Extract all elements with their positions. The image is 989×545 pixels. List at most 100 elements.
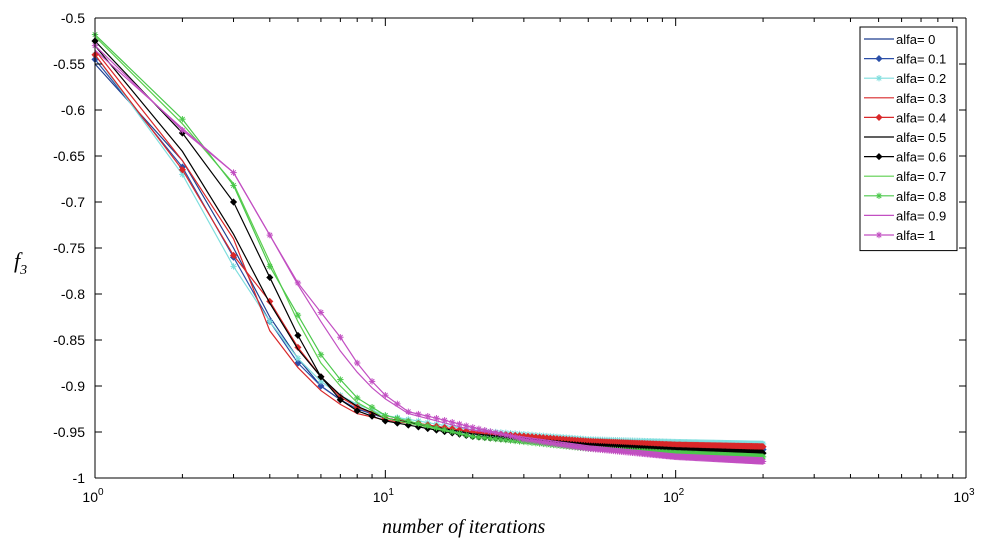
star-stroke xyxy=(267,232,273,238)
data-point xyxy=(230,263,237,270)
star-stroke xyxy=(456,430,463,436)
star-stroke xyxy=(425,413,431,419)
legend-entry: alfa= 0.5 xyxy=(864,130,946,145)
star-stroke xyxy=(318,352,324,358)
y-tick-label: -0.9 xyxy=(61,378,85,394)
star-stroke xyxy=(295,280,301,286)
legend-marker xyxy=(875,231,883,239)
star-stroke xyxy=(470,424,476,430)
star-stroke xyxy=(470,434,476,440)
legend-entry: alfa= 0 xyxy=(864,32,935,47)
y-tick-label: -0.95 xyxy=(53,424,85,440)
data-point xyxy=(294,355,302,362)
data-point xyxy=(487,428,494,435)
data-point xyxy=(266,231,273,239)
data-point xyxy=(524,436,532,444)
star-stroke xyxy=(394,401,400,407)
star-stroke xyxy=(498,431,504,437)
star-stroke xyxy=(337,334,343,340)
data-point xyxy=(230,169,237,176)
star-stroke xyxy=(382,412,388,419)
legend-marker xyxy=(875,55,883,63)
x-tick-label: 102 xyxy=(663,487,685,505)
legend-marker xyxy=(875,75,883,82)
legend-label: alfa= 0.9 xyxy=(896,208,946,223)
data-point xyxy=(497,430,505,438)
data-point xyxy=(382,412,389,419)
legend: alfa= 0 alfa= 0.1 alfa= 0.2 alfa= 0.3 alfa= … xyxy=(859,26,958,252)
legend-entry: alfa= 0.6 xyxy=(864,150,946,165)
data-point xyxy=(179,116,186,123)
data-point xyxy=(353,394,361,402)
data-point xyxy=(456,420,463,428)
star-stroke xyxy=(425,423,431,429)
data-point xyxy=(394,415,401,422)
data-point xyxy=(368,412,376,420)
legend-label: alfa= 0.2 xyxy=(896,71,946,86)
y-tick-label: -0.8 xyxy=(61,286,85,302)
legend-label: alfa= 0.1 xyxy=(896,52,946,67)
legend-entry: alfa= 0.8 xyxy=(864,189,946,204)
star-stroke xyxy=(503,437,509,443)
legend-entry: alfa= 0.4 xyxy=(864,110,946,125)
data-point xyxy=(266,318,273,325)
legend-entry: alfa= 0.3 xyxy=(864,91,946,106)
legend-label: alfa= 0.3 xyxy=(896,91,946,106)
star-stroke xyxy=(433,415,440,421)
star-stroke xyxy=(525,437,531,443)
star-stroke xyxy=(415,420,422,427)
data-point xyxy=(507,433,514,440)
star-stroke xyxy=(230,182,237,189)
star-stroke xyxy=(337,376,343,383)
data-point xyxy=(337,334,344,341)
legend-entry: alfa= 0.2 xyxy=(864,71,946,86)
data-point xyxy=(449,428,456,435)
y-tick-label: -0.55 xyxy=(53,56,85,72)
data-point xyxy=(441,426,448,433)
data-point xyxy=(317,309,325,316)
y-tick-label: -0.65 xyxy=(53,148,85,164)
star-stroke xyxy=(507,433,514,439)
data-point xyxy=(481,434,488,442)
y-tick-label: -0.7 xyxy=(61,194,85,210)
data-point xyxy=(415,420,422,427)
data-point xyxy=(405,408,412,415)
y-tick-label: -0.5 xyxy=(61,10,85,26)
star-stroke xyxy=(449,429,455,435)
data-point xyxy=(441,417,448,424)
data-point xyxy=(492,435,499,443)
data-point xyxy=(266,263,273,270)
star-stroke xyxy=(876,232,882,238)
legend-label: alfa= 0 xyxy=(896,32,935,47)
data-point xyxy=(368,378,376,385)
y-axis-label-subscript: 3 xyxy=(19,263,27,278)
x-tick-label: 100 xyxy=(82,487,104,505)
x-tick-label: 101 xyxy=(373,487,395,505)
data-point xyxy=(415,410,422,418)
star-stroke xyxy=(493,436,499,442)
data-point xyxy=(516,435,523,442)
data-point xyxy=(487,435,494,442)
star-stroke xyxy=(394,415,400,421)
star-stroke xyxy=(760,458,766,465)
star-stroke xyxy=(521,436,527,442)
data-point xyxy=(433,415,440,422)
legend-label: alfa= 1 xyxy=(896,228,935,243)
data-point xyxy=(502,431,510,439)
star-stroke xyxy=(512,434,518,440)
star-stroke xyxy=(487,435,493,442)
legend-entry: alfa= 0.9 xyxy=(864,208,946,223)
star-stroke xyxy=(382,392,388,398)
star-stroke xyxy=(516,435,523,441)
legend-marker xyxy=(875,192,883,199)
data-point xyxy=(336,396,344,404)
data-point xyxy=(178,166,186,174)
star-stroke xyxy=(267,263,273,269)
data-point xyxy=(433,424,440,432)
data-point xyxy=(230,182,237,189)
legend-label: alfa= 0.8 xyxy=(896,189,946,204)
legend-label: alfa= 0.6 xyxy=(896,150,946,165)
data-point xyxy=(492,429,499,436)
star-stroke xyxy=(482,435,488,441)
